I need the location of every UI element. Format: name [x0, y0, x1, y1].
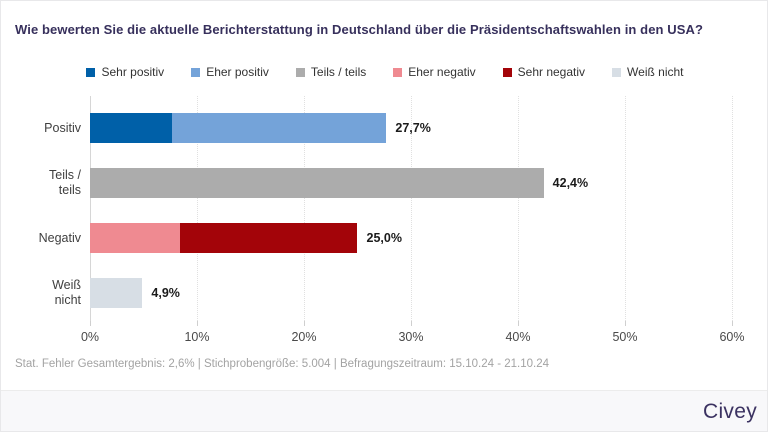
legend-label: Sehr positiv: [101, 65, 165, 79]
brand-strip: Civey: [1, 390, 767, 431]
legend-swatch-wei-nicht: [612, 67, 622, 77]
category-label-line: Positiv: [44, 120, 81, 135]
category-label-line: teils: [58, 183, 81, 197]
gridline: [518, 96, 519, 321]
axis-tick-label: 10%: [184, 330, 210, 344]
axis-tick-label: 0%: [80, 330, 100, 344]
legend-swatch-sehr-positiv: [86, 67, 96, 77]
axis-tick: [518, 321, 519, 326]
bar-row-wei-nicht: 4,9%: [90, 278, 732, 308]
category-label-line: Teils /: [49, 168, 81, 182]
value-label: 25,0%: [366, 231, 402, 245]
legend-item-wei-nicht: Weiß nicht: [612, 65, 684, 79]
category-label-line: nicht: [54, 293, 81, 307]
legend-swatch-sehr-negativ: [502, 67, 512, 77]
gridline: [197, 96, 198, 321]
gridline: [732, 96, 733, 321]
bar-row-positiv: 27,7%: [90, 113, 732, 143]
bar-segment-eher-positiv: [172, 113, 387, 143]
legend-item-eher-positiv: Eher positiv: [191, 65, 269, 79]
legend-swatch-eher-negativ: [393, 67, 403, 77]
axis-tick-label: 50%: [612, 330, 638, 344]
legend-label: Eher positiv: [206, 65, 269, 79]
axis-tick: [197, 321, 198, 326]
civey-logo: Civey: [702, 400, 757, 423]
gridline: [625, 96, 626, 321]
bar-segment-teils-teils: [90, 168, 544, 198]
plot-area: 27,7% 42,4% 25,0% 4,9%: [90, 96, 733, 321]
gridline: [411, 96, 412, 321]
bar-segment-eher-negativ: [90, 223, 180, 253]
chart-title: Wie bewerten Sie die aktuelle Berichters…: [15, 22, 704, 37]
value-label: 4,9%: [151, 286, 180, 300]
legend-label: Eher negativ: [408, 65, 476, 79]
legend-swatch-teils-teils: [295, 67, 305, 77]
legend-item-eher-negativ: Eher negativ: [393, 65, 476, 79]
axis-tick-label: 40%: [505, 330, 531, 344]
bar-row-negativ: 25,0%: [90, 223, 732, 253]
axis-tick: [732, 321, 733, 326]
axis-tick: [411, 321, 412, 326]
x-axis: 0% 10% 20% 30% 40% 50% 60%: [1, 321, 767, 349]
axis-tick-label: 30%: [398, 330, 424, 344]
axis-tick-label: 60%: [719, 330, 745, 344]
axis-tick: [304, 321, 305, 326]
legend-label: Weiß nicht: [627, 65, 684, 79]
bar-segment-sehr-positiv: [90, 113, 173, 143]
axis-tick-label: 20%: [291, 330, 317, 344]
category-label-line: Negativ: [38, 230, 81, 245]
category-label-teils-teils: Teils / teils: [1, 168, 81, 198]
legend-label: Sehr negativ: [517, 65, 586, 79]
legend-item-sehr-negativ: Sehr negativ: [502, 65, 586, 79]
axis-tick: [625, 321, 626, 326]
legend: Sehr positiv Eher positiv Teils / teils Ehe…: [1, 64, 767, 80]
value-label: 27,7%: [395, 121, 431, 135]
bar-segment-wei-nicht: [90, 278, 143, 308]
axis-tick: [90, 321, 91, 326]
bar-row-teils-teils: 42,4%: [90, 168, 732, 198]
category-label-line: Weiß: [52, 278, 81, 292]
value-label: 42,4%: [552, 176, 589, 190]
survey-footnote: Stat. Fehler Gesamtergebnis: 2,6% | Stic…: [15, 358, 550, 370]
category-label-negativ: Negativ: [1, 231, 81, 246]
gridline: [90, 96, 91, 321]
category-label-positiv: Positiv: [1, 121, 81, 136]
legend-swatch-eher-positiv: [191, 67, 201, 77]
legend-item-sehr-positiv: Sehr positiv: [86, 65, 164, 79]
legend-item-teils-teils: Teils / teils: [295, 65, 367, 79]
category-label-wei-nicht: Weiß nicht: [1, 278, 81, 308]
bar-segment-sehr-negativ: [179, 223, 358, 253]
legend-label: Teils / teils: [310, 65, 367, 79]
gridline: [304, 96, 305, 321]
